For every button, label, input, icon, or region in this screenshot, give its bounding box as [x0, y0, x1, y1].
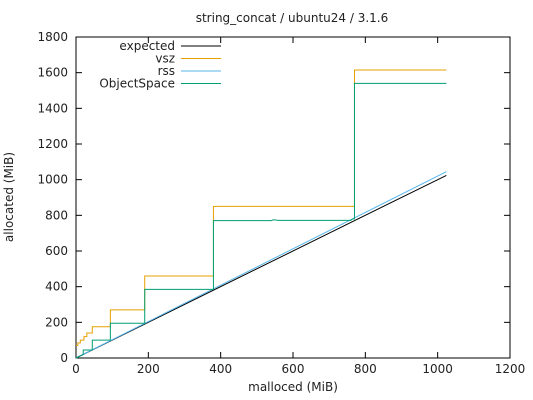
- x-axis-title: malloced (MiB): [248, 380, 338, 394]
- series-line-objectspace: [75, 82, 447, 359]
- y-tick-label-4: 800: [45, 208, 68, 222]
- y-tick-label-6: 1200: [37, 137, 68, 151]
- legend-label-vsz: vsz: [155, 52, 175, 66]
- chart-title: string_concat / ubuntu24 / 3.1.6: [196, 11, 389, 25]
- x-tick-label-1: 200: [137, 362, 160, 376]
- x-tick-label-2: 400: [209, 362, 232, 376]
- x-tick-label-3: 600: [282, 362, 305, 376]
- y-tick-label-9: 1800: [37, 30, 68, 44]
- series-line-expected: [75, 174, 447, 359]
- x-tick-label-4: 800: [354, 362, 377, 376]
- y-tick-label-5: 1000: [37, 173, 68, 187]
- y-tick-label-7: 1400: [37, 101, 68, 115]
- legend-label-rss: rss: [158, 64, 175, 78]
- x-tick-label-5: 1000: [422, 362, 453, 376]
- y-axis-title: allocated (MiB): [2, 152, 16, 242]
- axis-ticks: 0 200 400 600 800 1000 1200 0 200 400 600 800 1000 12…: [37, 30, 525, 376]
- series-layer: [75, 69, 447, 359]
- series-line-vsz: [76, 69, 447, 347]
- y-tick-label-0: 0: [60, 351, 68, 365]
- legend-label-objectspace: ObjectSpace: [99, 77, 175, 91]
- legend-label-expected: expected: [119, 39, 175, 53]
- y-tick-label-3: 600: [45, 244, 68, 258]
- x-tick-label-0: 0: [72, 362, 80, 376]
- y-tick-label-8: 1600: [37, 66, 68, 80]
- series-line-rss: [75, 171, 447, 359]
- y-tick-label-2: 400: [45, 280, 68, 294]
- x-tick-label-6: 1200: [495, 362, 526, 376]
- y-tick-label-1: 200: [45, 315, 68, 329]
